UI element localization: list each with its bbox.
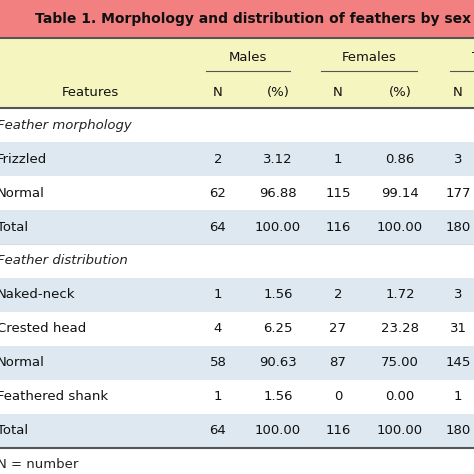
Text: Feather distribution: Feather distribution (0, 255, 128, 267)
Text: Normal: Normal (0, 356, 45, 370)
Text: 62: 62 (210, 186, 227, 200)
Text: 0: 0 (334, 391, 342, 403)
Text: 31: 31 (449, 322, 466, 336)
Text: 1.56: 1.56 (263, 289, 293, 301)
Bar (0, 448, 474, 474)
Text: 180: 180 (446, 425, 471, 438)
Text: Total: Total (0, 425, 28, 438)
Bar (0, 176, 474, 210)
Text: Naked-neck: Naked-neck (0, 289, 75, 301)
Bar (0, 76, 474, 108)
Text: 6.25: 6.25 (263, 322, 293, 336)
Text: Frizzled: Frizzled (0, 153, 47, 165)
Text: Total: Total (0, 220, 28, 234)
Text: 116: 116 (325, 220, 351, 234)
Text: Normal: Normal (0, 186, 45, 200)
Text: 23.28: 23.28 (381, 322, 419, 336)
Text: Feathered shank: Feathered shank (0, 391, 108, 403)
Text: 100.00: 100.00 (377, 425, 423, 438)
Text: 64: 64 (210, 425, 227, 438)
Text: 100.00: 100.00 (255, 220, 301, 234)
Bar (0, 38, 474, 76)
Text: 3: 3 (454, 153, 462, 165)
Text: 100.00: 100.00 (255, 425, 301, 438)
Text: (%): (%) (389, 85, 411, 99)
Bar (0, 210, 474, 244)
Text: 177: 177 (445, 186, 471, 200)
Text: 99.14: 99.14 (381, 186, 419, 200)
Text: N: N (213, 85, 223, 99)
Text: Features: Features (61, 85, 118, 99)
Text: 2: 2 (214, 153, 222, 165)
Text: 3.12: 3.12 (263, 153, 293, 165)
Text: N: N (333, 85, 343, 99)
Text: 0.00: 0.00 (385, 391, 415, 403)
Text: Crested head: Crested head (0, 322, 86, 336)
Text: 4: 4 (214, 322, 222, 336)
Text: 58: 58 (210, 356, 227, 370)
Text: N: N (453, 85, 463, 99)
Bar (0, 142, 474, 176)
Text: Males: Males (229, 51, 267, 64)
Text: 0.86: 0.86 (385, 153, 415, 165)
Text: 2: 2 (334, 289, 342, 301)
Bar (0, 108, 474, 142)
Text: 96.88: 96.88 (259, 186, 297, 200)
Text: Females: Females (342, 51, 396, 64)
Text: 1: 1 (454, 391, 462, 403)
Text: N = number: N = number (0, 457, 78, 471)
Text: 64: 64 (210, 220, 227, 234)
Text: 115: 115 (325, 186, 351, 200)
Text: 180: 180 (446, 220, 471, 234)
Text: 1: 1 (214, 391, 222, 403)
Text: 100.00: 100.00 (377, 220, 423, 234)
Text: 145: 145 (445, 356, 471, 370)
Text: 3: 3 (454, 289, 462, 301)
Text: 1: 1 (334, 153, 342, 165)
Text: 1.72: 1.72 (385, 289, 415, 301)
Bar (0, 278, 474, 312)
Text: 90.63: 90.63 (259, 356, 297, 370)
Text: 87: 87 (329, 356, 346, 370)
Bar (0, 312, 474, 346)
Text: Table 1. Morphology and distribution of feathers by sex: Table 1. Morphology and distribution of … (36, 12, 472, 26)
Text: Total: Total (473, 51, 474, 64)
Bar (0, 414, 474, 448)
Text: Feather morphology: Feather morphology (0, 118, 132, 131)
Bar (0, 0, 474, 38)
Text: (%): (%) (266, 85, 290, 99)
Text: 27: 27 (329, 322, 346, 336)
Bar (0, 346, 474, 380)
Text: 116: 116 (325, 425, 351, 438)
Bar (0, 244, 474, 278)
Bar (0, 380, 474, 414)
Text: 1: 1 (214, 289, 222, 301)
Text: 1.56: 1.56 (263, 391, 293, 403)
Text: 75.00: 75.00 (381, 356, 419, 370)
